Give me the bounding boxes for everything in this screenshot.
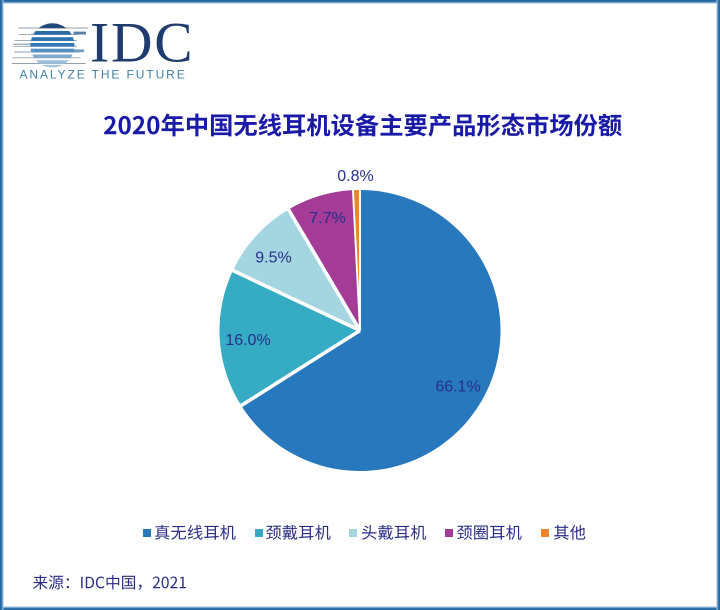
svg-text:IDC: IDC: [90, 12, 194, 75]
svg-text:7.7%: 7.7%: [309, 210, 345, 227]
svg-text:0.8%: 0.8%: [337, 168, 373, 185]
svg-text:9.5%: 9.5%: [255, 250, 291, 267]
svg-text:66.1%: 66.1%: [435, 379, 480, 396]
svg-text:16.0%: 16.0%: [225, 332, 270, 349]
svg-text:ANALYZE THE FUTURE: ANALYZE THE FUTURE: [20, 68, 187, 82]
